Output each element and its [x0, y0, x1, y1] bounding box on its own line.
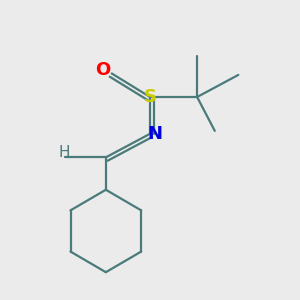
Text: N: N [147, 125, 162, 143]
Text: H: H [59, 146, 70, 160]
Text: S: S [143, 88, 157, 106]
Text: O: O [95, 61, 110, 80]
